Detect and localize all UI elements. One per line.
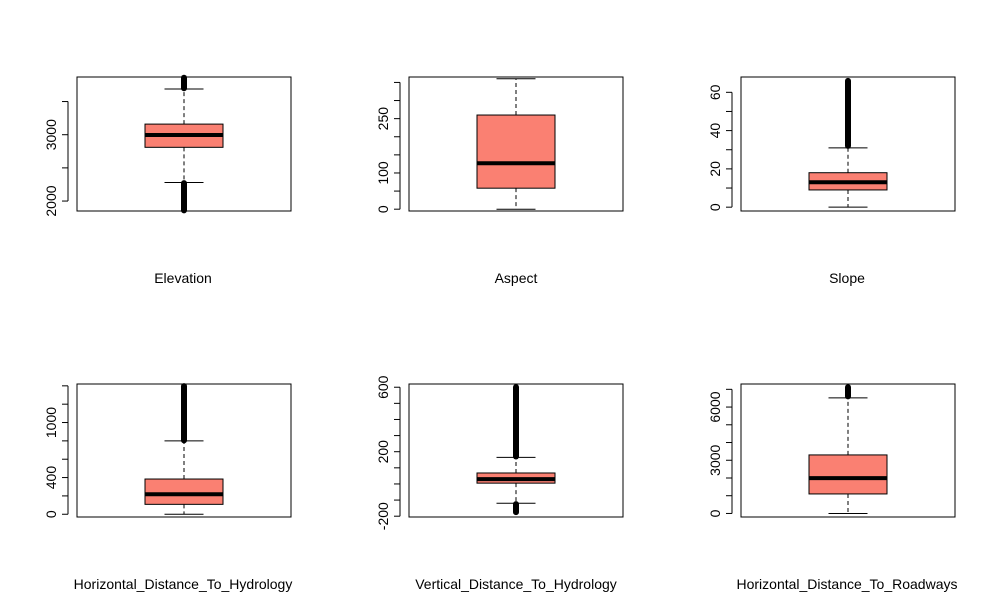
y-tick-label: 0	[707, 509, 723, 517]
plot-frame	[408, 383, 624, 518]
y-tick-label: 40	[707, 123, 723, 139]
y-axis: -200 200 600	[375, 375, 401, 530]
plot-frame	[740, 383, 956, 518]
y-tick-label: 0	[375, 205, 391, 213]
y-tick-label: 600	[375, 375, 391, 399]
y-axis: 0 20 40 60	[707, 84, 733, 211]
boxplot-panel: 0 3000 6000 Horizontal_Distance_To_Roadways	[707, 383, 958, 592]
x-axis-label: Vertical_Distance_To_Hydrology	[415, 576, 617, 592]
x-axis-label: Slope	[829, 270, 865, 286]
y-axis: 0 400 1000	[43, 385, 69, 518]
boxplot-panel: -200 200 600 Vertical_Distance_To_Hydrology	[375, 375, 624, 592]
y-tick-label: 100	[375, 161, 391, 185]
y-tick-label: 200	[375, 440, 391, 464]
plot-frame	[408, 76, 624, 212]
boxplot-panel: 2000 3000 Elevation	[43, 74, 292, 286]
iqr-box	[476, 114, 556, 189]
y-tick-label: 0	[43, 510, 59, 518]
iqr-box	[144, 478, 224, 505]
y-tick-label: 2000	[43, 185, 59, 216]
x-axis-label: Horizontal_Distance_To_Roadways	[736, 576, 957, 592]
y-tick-label: 0	[707, 203, 723, 211]
plot-frame	[740, 76, 956, 212]
y-tick-label: 6000	[707, 391, 723, 422]
y-tick-label: 1000	[43, 407, 59, 438]
y-axis: 0 100 250	[375, 81, 401, 213]
y-tick-label: 20	[707, 161, 723, 177]
y-tick-label: 3000	[707, 444, 723, 475]
iqr-box	[808, 454, 888, 495]
boxplot-panel: 0 400 1000 Horizontal_Distance_To_Hydrology	[43, 383, 293, 592]
y-axis: 2000 3000	[43, 101, 69, 217]
x-axis-label: Horizontal_Distance_To_Hydrology	[74, 576, 293, 592]
x-axis-label: Elevation	[154, 270, 212, 286]
boxplot-panel: 0 100 250 Aspect	[375, 76, 624, 286]
boxplot-panel: 0 20 40 60 Slope	[707, 76, 956, 286]
y-tick-label: -200	[375, 502, 391, 530]
y-tick-label: 60	[707, 84, 723, 100]
y-tick-label: 400	[43, 466, 59, 490]
x-axis-label: Aspect	[495, 270, 538, 286]
y-tick-label: 250	[375, 107, 391, 131]
y-tick-label: 3000	[43, 119, 59, 150]
y-axis: 0 3000 6000	[707, 388, 733, 517]
